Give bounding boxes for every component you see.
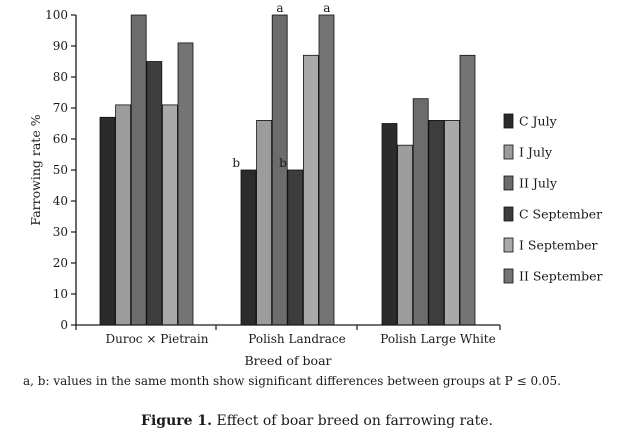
figure-number: Figure 1.: [141, 413, 213, 429]
legend-label: I September: [519, 238, 598, 253]
y-tick-label: 0: [60, 318, 68, 332]
significance-label: b: [232, 156, 240, 170]
y-tick-label: 50: [53, 163, 68, 177]
bar: [271, 14, 288, 326]
legend-swatch: [503, 113, 514, 129]
legend-label: II July: [519, 176, 558, 191]
legend-swatch: [503, 206, 514, 222]
bar: [412, 98, 429, 326]
bar: [443, 120, 460, 326]
legend-label: I July: [519, 145, 553, 160]
legend: C July I July II July C September I Septembe…: [503, 113, 602, 284]
y-tick-label: 30: [53, 225, 68, 239]
y-tick-label: 90: [53, 39, 68, 53]
bar-chart: b a b a 0 10 20 30 40 50 60 70 80 90 100 Duroc × Pietra…: [28, 1, 602, 368]
bar: [177, 42, 194, 326]
bar: [287, 169, 304, 326]
bars-layer: [99, 14, 476, 326]
bar: [459, 54, 476, 326]
bar: [240, 169, 257, 326]
legend-label: C July: [519, 114, 558, 129]
legend-label: II September: [519, 269, 602, 284]
legend-swatch: [503, 175, 514, 191]
bar: [302, 54, 319, 326]
significance-label: a: [276, 1, 283, 15]
bar: [256, 120, 273, 326]
legend-label: C September: [519, 207, 602, 222]
y-tick-label: 10: [53, 287, 68, 301]
y-tick-label: 40: [53, 194, 68, 208]
bar: [130, 14, 147, 326]
significance-label: b: [279, 156, 287, 170]
bar: [146, 61, 163, 326]
y-tick-label: 20: [53, 256, 68, 270]
y-tick-label: 80: [53, 70, 68, 84]
bar: [99, 116, 116, 326]
bar: [381, 123, 398, 326]
y-tick-label: 70: [53, 101, 68, 115]
footnote: a, b: values in the same month show sign…: [23, 374, 561, 388]
x-tick-label: Duroc × Pietrain: [105, 332, 208, 346]
bar: [397, 144, 414, 326]
legend-swatch: [503, 144, 514, 160]
y-tick-label: 100: [45, 8, 68, 22]
y-axis-label: Farrowing rate %: [28, 114, 43, 225]
significance-label: a: [323, 1, 330, 15]
legend-swatch: [503, 237, 514, 253]
caption-text: Effect of boar breed on farrowing rate.: [216, 413, 493, 429]
axes-layer: b a b a 0 10 20 30 40 50 60 70 80 90 100 Duroc × Pietra…: [45, 1, 501, 346]
bar: [161, 104, 178, 326]
x-tick-label: Polish Landrace: [248, 332, 345, 346]
figure-caption: Figure 1. Effect of boar breed on farrow…: [0, 413, 634, 429]
legend-swatch: [503, 268, 514, 284]
x-axis-label: Breed of boar: [244, 353, 331, 368]
y-tick-label: 60: [53, 132, 68, 146]
bar: [318, 14, 335, 326]
bar: [428, 120, 445, 326]
x-tick-label: Polish Large White: [380, 332, 495, 346]
bar: [115, 104, 131, 326]
